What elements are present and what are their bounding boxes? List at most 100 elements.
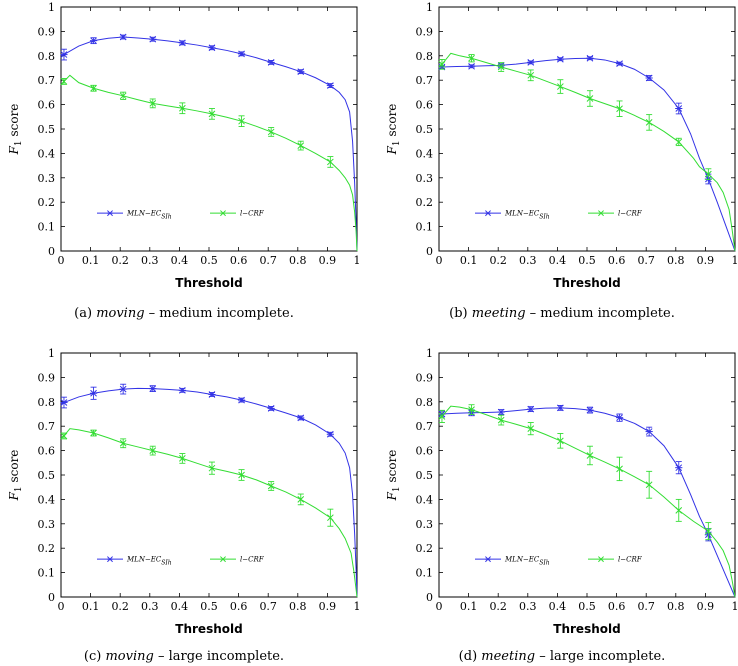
marker-stroke [90,429,97,437]
marker-stroke [675,507,683,514]
data-point [438,60,446,68]
data-point [208,391,216,398]
marker-stroke [497,416,505,424]
x-tick-label: 0.1 [460,254,478,267]
data-point [297,414,305,422]
data-point [586,95,594,102]
y-tick-label: 0.1 [416,567,434,580]
y-tick-label: 0.2 [416,542,434,555]
y-axis-label-rest: score [7,450,21,487]
legend-marker [107,210,113,217]
data-point [119,92,127,100]
legend-marker [220,210,226,217]
y-axis-label-sub: 1 [14,140,24,146]
y-tick-label: 1 [426,1,433,14]
marker-stroke [220,210,226,217]
x-tick-label: 1 [732,600,738,613]
marker-stroke [297,142,305,149]
data-point [60,432,68,440]
legend-marker [485,556,491,563]
marker-stroke [705,170,712,178]
chart-panel-3: 0 0.1 0.2 0.3 0.4 0.5 0.6 0.7 0.8 0.9 1 0 0.1 0.2 0.3 0… [385,347,738,664]
series-line [60,428,358,598]
y-tick-label: 0.8 [416,50,434,63]
marker-stroke [238,471,245,479]
x-axis-label: Threshold [175,276,242,290]
data-point [557,83,564,90]
legend-marker [107,556,113,563]
legend-label: l−CRF [618,556,643,564]
legend-item: l−CRF [210,210,265,218]
caption-em: meeting [481,649,535,664]
x-tick-label: 0.3 [141,254,159,267]
data-point [645,481,653,489]
series-l-crf [60,74,358,252]
x-tick-label: 0.5 [578,254,596,267]
y-tick-label: 0.4 [416,493,434,506]
data-point [208,44,216,52]
data-point [297,496,305,503]
data-point [149,447,157,454]
data-point [238,117,245,125]
y-tick-label: 0 [426,245,433,258]
y-tick-label: 0.5 [416,123,434,136]
x-tick-label: 0.6 [608,600,626,613]
data-point [237,50,246,58]
legend: MLN−ECSIh l−CRF [475,556,643,567]
data-point [60,78,68,85]
legend: MLN−ECSIh l−CRF [97,556,265,567]
data-point [149,35,157,43]
x-tick-label: 0.2 [111,254,129,267]
y-axis-label-sub: 1 [392,140,402,146]
y-tick-label: 1 [426,347,433,360]
marker-stroke [327,158,334,166]
data-point [586,452,594,459]
data-point [675,464,683,472]
legend-label-sub: SIh [539,560,549,567]
series-l-crf [438,404,736,598]
data-point [705,527,712,535]
y-axis-label-main: F [7,491,21,501]
plot-frame [438,352,736,598]
y-tick-label: 0.8 [416,396,434,409]
data-point [89,389,98,397]
caption-em: moving [105,649,153,664]
x-tick-label: 1 [354,600,361,613]
y-axis-label-sub: 1 [14,486,24,492]
data-point [237,396,246,404]
y-axis-label: F1 score [385,450,402,502]
caption-prefix: (c) [84,649,106,664]
marker-stroke [179,455,186,462]
data-point [586,54,594,62]
y-tick-label: 0 [48,591,55,604]
marker-stroke [586,95,594,102]
data-point [89,37,98,45]
x-axis-label: Threshold [175,622,242,636]
marker-stroke [119,439,127,447]
legend-label: l−CRF [240,210,265,218]
y-tick-label: 0.2 [416,196,434,209]
x-tick-label: 0.8 [667,600,685,613]
data-point [616,105,623,113]
data-point [527,59,535,66]
caption-prefix: (a) [74,306,96,321]
marker-stroke [468,54,475,62]
y-tick-label: 0.4 [38,493,56,506]
legend-label-name: l−CRF [240,556,265,564]
marker-stroke [438,60,446,68]
caption-prefix: (d) [459,649,482,664]
legend-item: MLN−ECSIh [97,210,172,221]
x-tick-label: 0 [58,600,65,613]
data-point [149,385,157,392]
y-tick-label: 0.5 [38,469,56,482]
x-tick-label: 0 [58,254,65,267]
legend: MLN−ECSIh l−CRF [97,210,265,221]
y-tick-label: 0.9 [416,25,434,38]
figure-caption: (c) moving – large incomplete. [84,649,284,664]
data-point [556,55,564,63]
data-point [297,142,305,149]
y-tick-label: 0.8 [38,396,56,409]
y-tick-label: 0.9 [38,25,56,38]
caption-prefix: (b) [449,306,472,321]
legend-label-name: MLN−EC [126,556,162,564]
